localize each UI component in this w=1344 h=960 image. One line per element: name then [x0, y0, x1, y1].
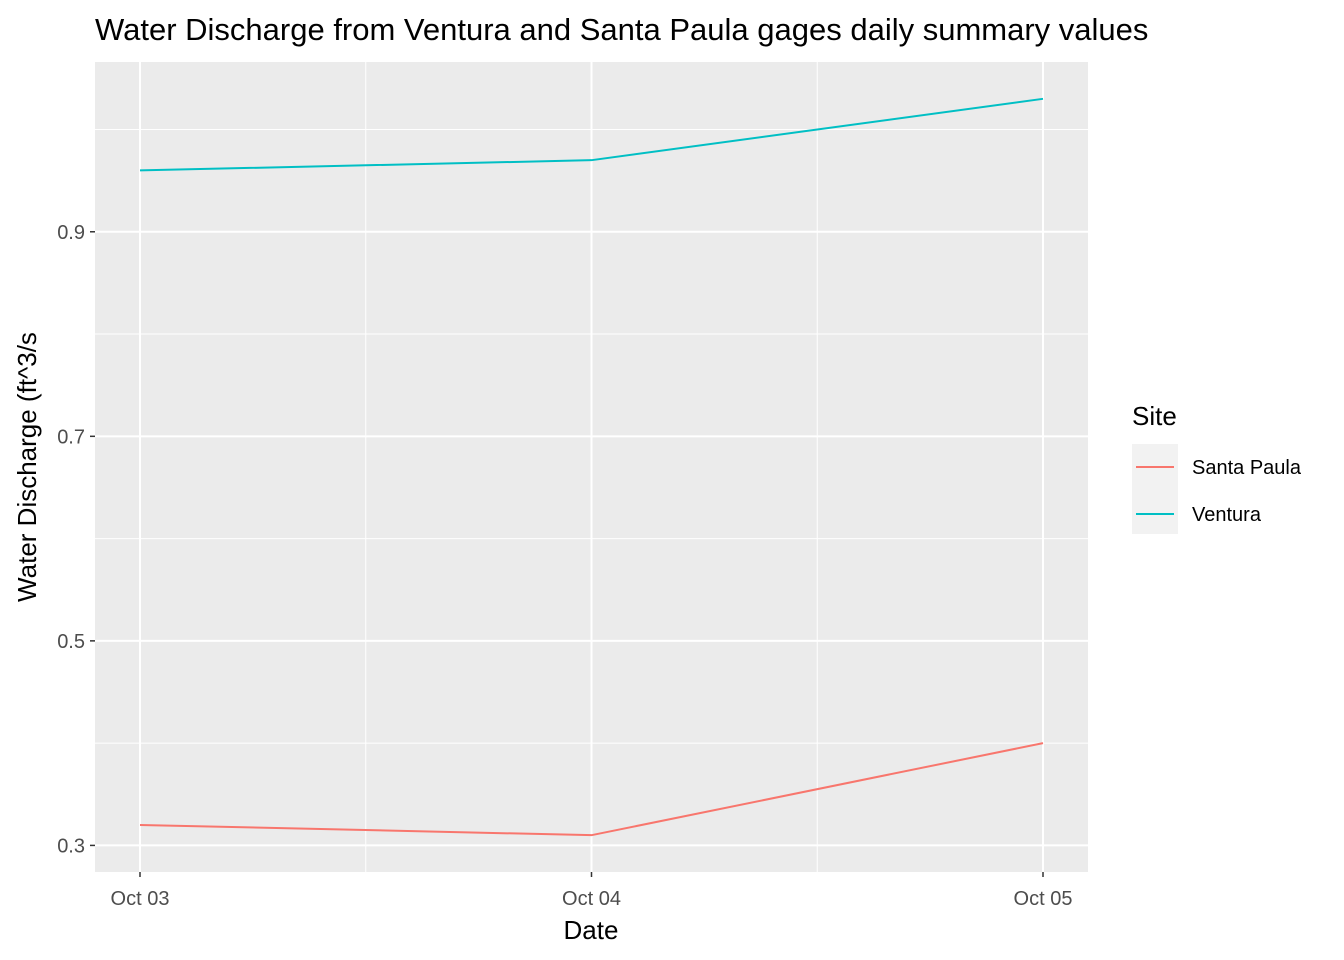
legend: Site Santa Paula Ventura: [1132, 401, 1302, 534]
legend-key-background: [1132, 444, 1178, 534]
y-axis: 0.3 0.5 0.7 0.9: [57, 222, 95, 858]
y-tick-label: 0.9: [57, 222, 85, 244]
y-axis-title: Water Discharge (ft^3/s: [12, 332, 42, 602]
y-tick-label: 0.3: [57, 835, 85, 857]
y-tick-label: 0.5: [57, 631, 85, 653]
legend-title: Site: [1132, 401, 1177, 431]
legend-label: Ventura: [1192, 504, 1262, 526]
x-tick-label: Oct 05: [1014, 888, 1073, 910]
x-axis: Oct 03 Oct 04 Oct 05: [111, 872, 1073, 910]
chart-title: Water Discharge from Ventura and Santa P…: [95, 12, 1148, 47]
legend-label: Santa Paula: [1192, 457, 1302, 479]
y-tick-label: 0.7: [57, 426, 85, 448]
x-axis-title: Date: [564, 915, 619, 945]
x-tick-label: Oct 03: [111, 888, 170, 910]
x-tick-label: Oct 04: [562, 888, 621, 910]
